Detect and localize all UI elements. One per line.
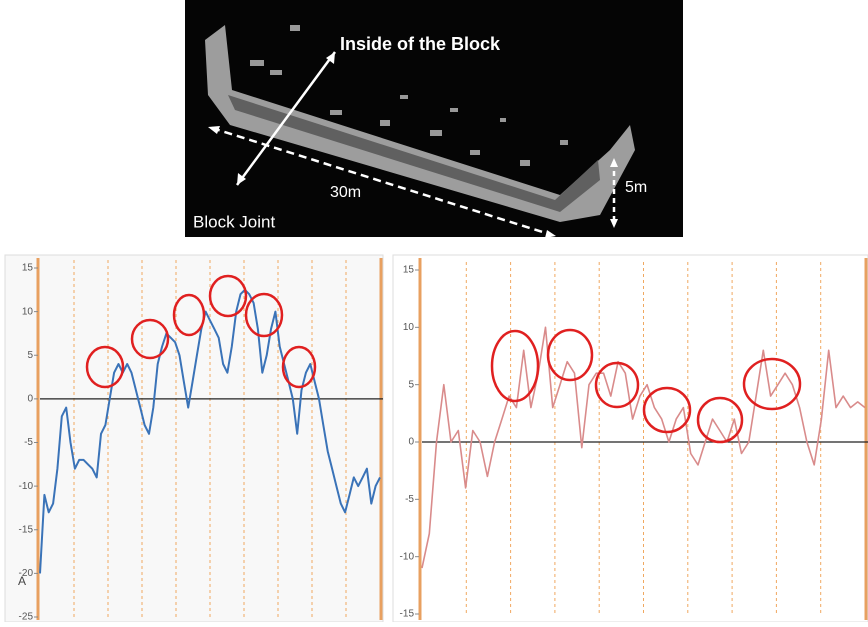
image-label: 5m [625, 179, 647, 196]
y-tick-label: 10 [22, 306, 34, 317]
y-tick-label: -15 [400, 609, 415, 620]
y-tick-label: -5 [24, 437, 33, 448]
y-tick-label: -25 [19, 612, 34, 622]
image-label: Block Joint [193, 212, 275, 231]
chart-panel: -15 -10 -5 0 5 10 15 [393, 255, 868, 622]
y-tick-label: -10 [400, 551, 415, 562]
y-tick-label: -5 [405, 494, 414, 505]
y-tick-label: 15 [403, 265, 415, 276]
panel-background [393, 255, 868, 622]
y-tick-label: -15 [19, 524, 34, 535]
y-tick-label: 5 [27, 350, 33, 361]
y-tick-label: 0 [408, 437, 414, 448]
y-tick-label: 10 [403, 322, 415, 333]
y-tick-label: -10 [19, 481, 34, 492]
figure: Inside of the Block 30m 5m Block Joint -… [0, 0, 868, 622]
y-tick-label: 5 [408, 379, 414, 390]
image-label: 30m [330, 184, 361, 201]
annotation: A [18, 574, 26, 588]
image-label: Inside of the Block [340, 34, 501, 54]
y-tick-label: 15 [22, 263, 34, 274]
point-cloud-image: Inside of the Block 30m 5m Block Joint [185, 0, 683, 238]
y-tick-label: 0 [27, 394, 33, 405]
